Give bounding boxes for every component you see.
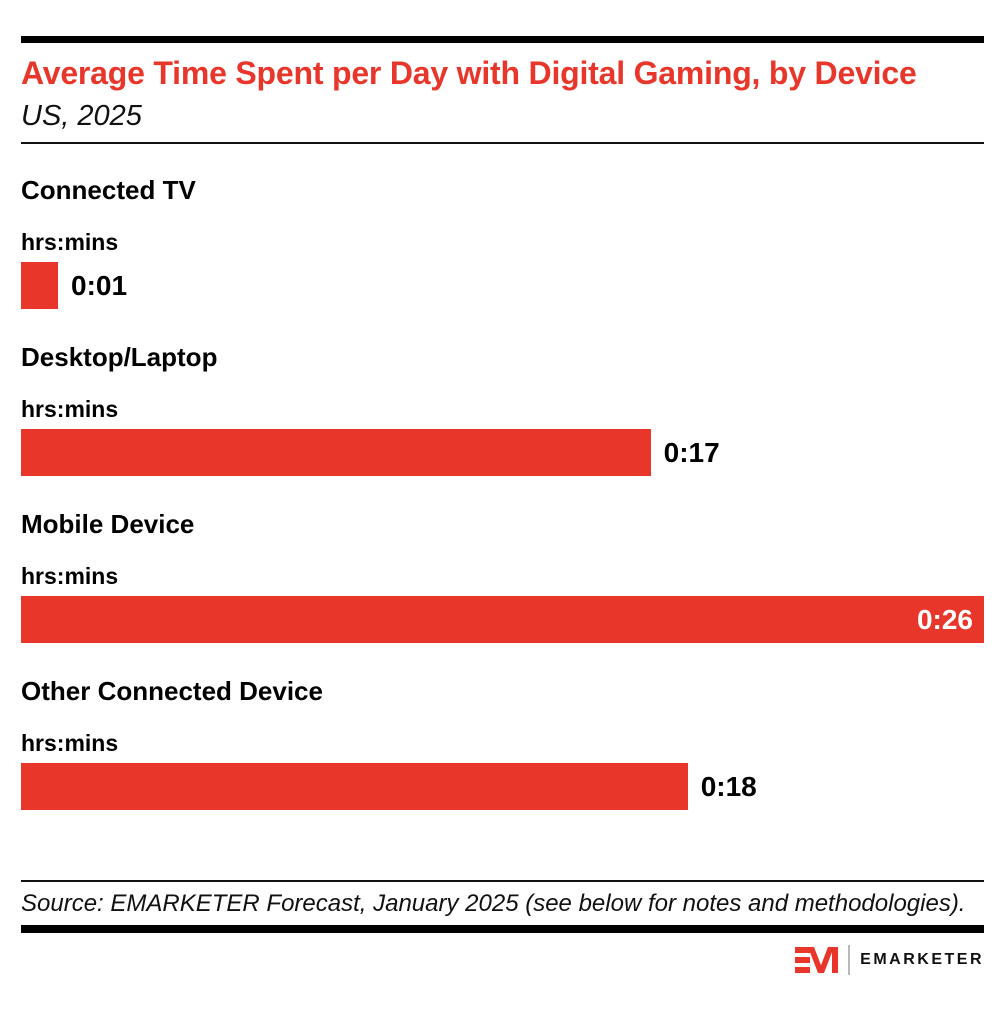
- header-divider: [21, 142, 984, 144]
- bar-mobile-device: [21, 596, 984, 643]
- value-label: 0:01: [71, 269, 128, 301]
- unit-label: hrs:mins: [21, 229, 119, 255]
- category-label: Desktop/Laptop: [21, 342, 218, 372]
- brand-footer: EMARKETER: [21, 945, 984, 975]
- bar-connected-tv: [21, 262, 59, 309]
- value-label: 0:26: [916, 603, 973, 635]
- category-label: Mobile Device: [21, 509, 195, 539]
- category-label: Other Connected Device: [21, 676, 323, 706]
- unit-label: hrs:mins: [21, 563, 119, 589]
- bottom-accent-bar: [21, 925, 984, 933]
- bar-row: 0:01: [21, 262, 984, 309]
- footer-divider: [21, 880, 984, 882]
- bar-row: 0:26: [21, 596, 984, 643]
- chart-subtitle: US, 2025: [21, 100, 142, 132]
- unit-label: hrs:mins: [21, 730, 119, 756]
- source-note: Source: EMARKETER Forecast, January 2025…: [21, 890, 966, 917]
- bar-section-other-connected-device: Other Connected Device hrs:mins 0:18: [21, 677, 984, 810]
- value-label: 0:17: [663, 436, 720, 468]
- bar-other-connected-device: [21, 763, 688, 810]
- bar-section-connected-tv: Connected TV hrs:mins 0:01: [21, 176, 984, 309]
- brand-name: EMARKETER: [860, 951, 984, 968]
- chart-title: Average Time Spent per Day with Digital …: [21, 55, 917, 91]
- bar-desktop-laptop: [21, 429, 651, 476]
- bar-section-desktop-laptop: Desktop/Laptop hrs:mins 0:17: [21, 343, 984, 476]
- top-accent-bar: [21, 36, 984, 43]
- logo-divider: [848, 945, 851, 975]
- bar-row: 0:17: [21, 429, 984, 476]
- category-label: Connected TV: [21, 175, 196, 205]
- unit-label: hrs:mins: [21, 396, 119, 422]
- bar-row: 0:18: [21, 763, 984, 810]
- bar-section-mobile-device: Mobile Device hrs:mins 0:26: [21, 510, 984, 643]
- value-label: 0:18: [700, 770, 757, 802]
- emarketer-logo-icon: [795, 947, 839, 973]
